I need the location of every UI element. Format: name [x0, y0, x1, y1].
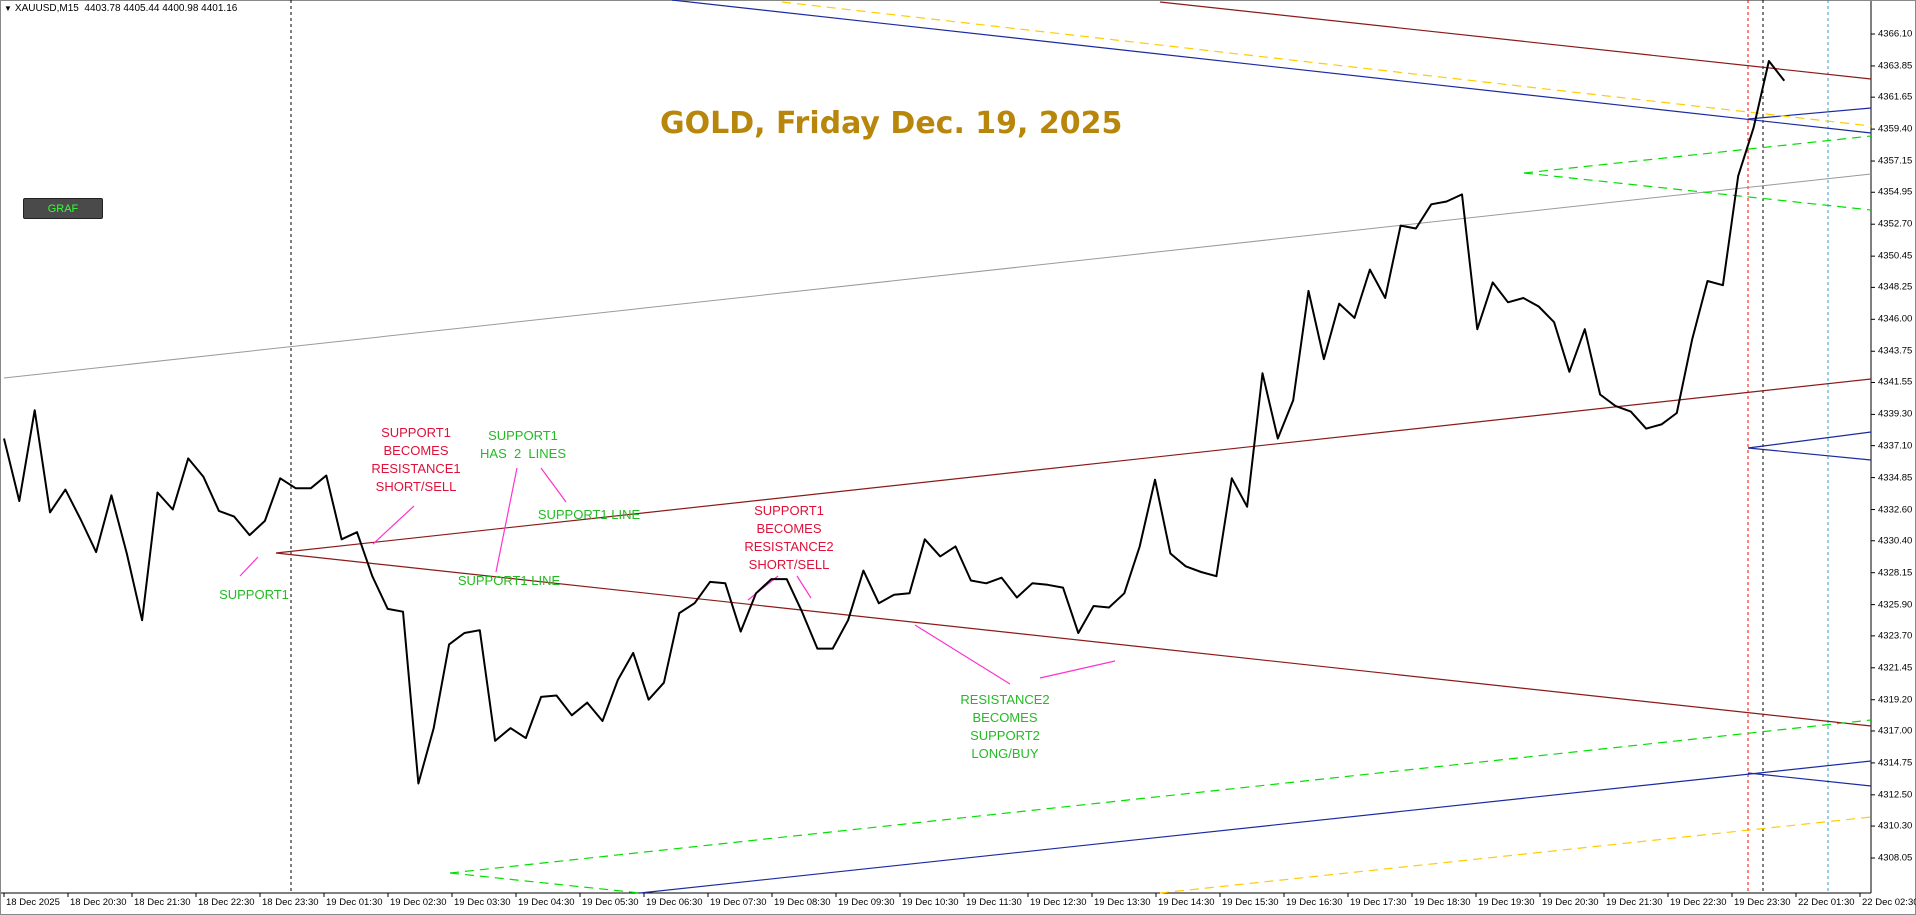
price-tick-label: 4346.00 — [1878, 313, 1913, 325]
time-tick-label: 19 Dec 19:30 — [1478, 897, 1535, 908]
chart-title: GOLD, Friday Dec. 19, 2025 — [660, 106, 1123, 141]
time-tick-label: 19 Dec 09:30 — [838, 897, 895, 908]
time-tick-label: 19 Dec 23:30 — [1734, 897, 1791, 908]
price-tick-label: 4314.75 — [1878, 757, 1913, 769]
time-tick-label: 19 Dec 15:30 — [1222, 897, 1279, 908]
time-tick-label: 19 Dec 07:30 — [710, 897, 767, 908]
time-tick-label: 19 Dec 11:30 — [966, 897, 1022, 908]
time-tick-label: 18 Dec 20:30 — [70, 897, 127, 908]
price-tick-label: 4359.40 — [1878, 123, 1913, 135]
time-tick-label: 19 Dec 17:30 — [1350, 897, 1407, 908]
time-tick-label: 19 Dec 02:30 — [390, 897, 447, 908]
brown-trendline — [275, 552, 1872, 727]
annotation-support1-has-2-lines: SUPPORT1 HAS 2 LINES — [480, 428, 566, 461]
time-tick-label: 18 Dec 22:30 — [198, 897, 255, 908]
price-tick-label: 4354.95 — [1878, 186, 1913, 198]
brown-trendline — [275, 378, 1872, 554]
navy-trendline — [1747, 431, 1872, 449]
time-tick-label: 19 Dec 16:30 — [1286, 897, 1343, 908]
price-tick-label: 4363.85 — [1878, 60, 1913, 72]
price-tick-label: 4323.70 — [1878, 630, 1913, 642]
green-dashed-trendline — [1523, 135, 1872, 174]
gray-trendline — [3, 173, 1872, 379]
annotation-pointer — [372, 505, 415, 545]
time-tick-label: 19 Dec 06:30 — [646, 897, 703, 908]
annotation-pointer — [1039, 660, 1116, 679]
price-tick-label: 4319.20 — [1878, 694, 1913, 706]
price-tick-label: 4361.65 — [1878, 91, 1913, 103]
brown-trendline — [1159, 1, 1872, 80]
price-line — [3, 60, 1786, 785]
price-tick-label: 4312.50 — [1878, 789, 1913, 801]
annotation-support1-becomes-resistance2: SUPPORT1 BECOMES RESISTANCE2 SHORT/SELL — [744, 503, 834, 572]
symbol-header: ▼ XAUUSD,M15 4403.78 4405.44 4400.98 4401… — [4, 3, 237, 14]
price-tick-label: 4352.70 — [1878, 218, 1913, 230]
time-tick-label: 19 Dec 21:30 — [1606, 897, 1663, 908]
ohlc-values: 4403.78 4405.44 4400.98 4401.16 — [84, 3, 238, 14]
annotation-pointer — [239, 556, 259, 577]
annotation-pointer — [540, 467, 567, 503]
symbol-name: XAUUSD,M15 — [14, 3, 79, 14]
gold-dashed-trendline — [781, 1, 1872, 127]
annotation-pointer — [796, 575, 812, 599]
time-tick-label: 19 Dec 01:30 — [326, 897, 383, 908]
price-tick-label: 4330.40 — [1878, 535, 1913, 547]
navy-trendline — [639, 760, 1872, 894]
collapse-triangle-icon[interactable]: ▼ — [4, 4, 12, 13]
time-tick-label: 19 Dec 05:30 — [582, 897, 639, 908]
annotation-pointer — [914, 624, 1011, 685]
time-tick-label: 19 Dec 08:30 — [774, 897, 831, 908]
navy-trendline — [1747, 107, 1872, 120]
time-tick-label: 19 Dec 20:30 — [1542, 897, 1599, 908]
time-tick-label: 19 Dec 14:30 — [1158, 897, 1215, 908]
price-tick-label: 4328.15 — [1878, 567, 1913, 579]
annotation-pointer — [495, 467, 518, 573]
time-tick-label: 19 Dec 13:30 — [1094, 897, 1151, 908]
time-tick-label: 18 Dec 2025 — [6, 897, 60, 908]
price-tick-label: 4366.10 — [1878, 28, 1913, 40]
price-tick-label: 4339.30 — [1878, 408, 1913, 420]
time-tick-label: 19 Dec 22:30 — [1670, 897, 1727, 908]
green-dashed-trendline — [449, 719, 1872, 874]
price-tick-label: 4357.15 — [1878, 155, 1913, 167]
gold-dashed-trendline — [1159, 816, 1872, 894]
annotation-support1-line-lower: SUPPORT1 LINE — [457, 573, 561, 588]
time-tick-label: 19 Dec 04:30 — [518, 897, 575, 908]
time-tick-label: 22 Dec 02:30 — [1862, 897, 1916, 908]
price-tick-label: 4317.00 — [1878, 725, 1913, 737]
annotation-resistance2-becomes-support2: RESISTANCE2 BECOMES SUPPORT2 LONG/BUY — [960, 692, 1050, 761]
time-tick-label: 18 Dec 21:30 — [134, 897, 191, 908]
navy-trendline — [1747, 447, 1872, 461]
time-tick-label: 19 Dec 03:30 — [454, 897, 511, 908]
time-tick-label: 19 Dec 18:30 — [1414, 897, 1471, 908]
navy-trendline — [671, 0, 1872, 134]
navy-trendline — [1747, 772, 1872, 787]
price-tick-label: 4332.60 — [1878, 504, 1913, 516]
price-tick-label: 4334.85 — [1878, 472, 1913, 484]
price-tick-label: 4341.55 — [1878, 376, 1913, 388]
annotation-support1-becomes-resistance1: SUPPORT1 BECOMES RESISTANCE1 SHORT/SELL — [371, 425, 461, 494]
green-dashed-trendline — [449, 872, 641, 894]
annotation-support1-line-upper: SUPPORT1 LINE — [537, 507, 641, 522]
price-tick-label: 4325.90 — [1878, 599, 1913, 611]
green-dashed-trendline — [1523, 172, 1872, 211]
price-tick-label: 4308.05 — [1878, 852, 1913, 864]
price-tick-label: 4348.25 — [1878, 281, 1913, 293]
price-tick-label: 4321.45 — [1878, 662, 1913, 674]
price-tick-label: 4310.30 — [1878, 820, 1913, 832]
time-tick-label: 19 Dec 12:30 — [1030, 897, 1087, 908]
time-tick-label: 19 Dec 10:30 — [902, 897, 959, 908]
price-tick-label: 4343.75 — [1878, 345, 1913, 357]
time-tick-label: 22 Dec 01:30 — [1798, 897, 1855, 908]
price-tick-label: 4337.10 — [1878, 440, 1913, 452]
annotation-support1: SUPPORT1 — [219, 587, 289, 602]
price-tick-label: 4350.45 — [1878, 250, 1913, 262]
time-tick-label: 18 Dec 23:30 — [262, 897, 319, 908]
graf-button[interactable]: GRAF — [23, 198, 103, 219]
